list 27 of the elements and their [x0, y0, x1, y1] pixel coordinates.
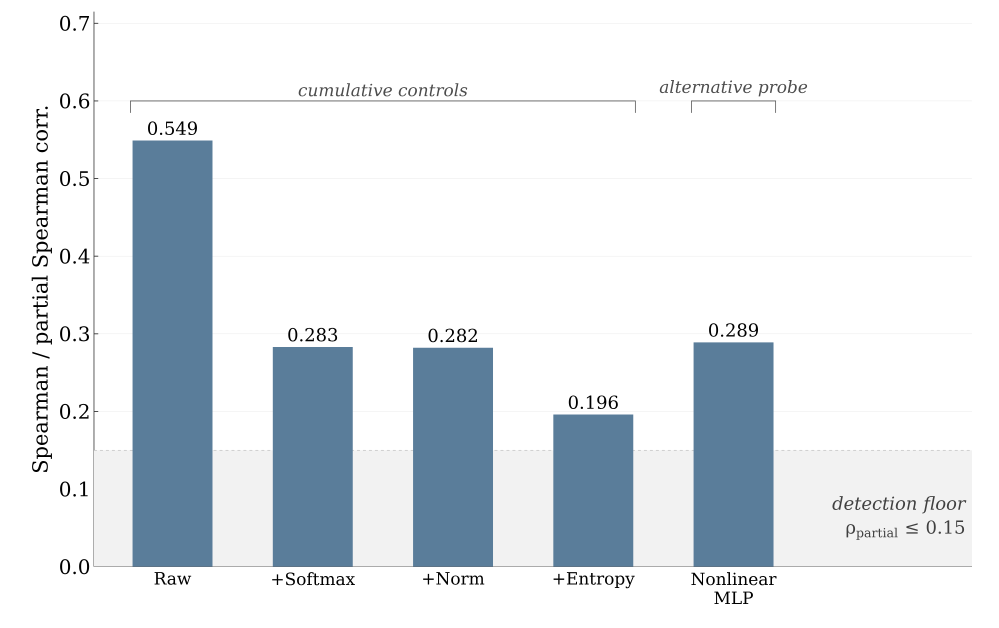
annotation: alternative probe: [660, 80, 808, 96]
data-label: 0.549: [148, 121, 197, 135]
y-axis-title: Spearman / partial Spearman corr.: [32, 106, 52, 472]
x-tick-label: +Entropy: [554, 572, 635, 588]
y-tick-label: 0.7: [60, 16, 90, 31]
annotation: cumulative controls: [298, 83, 468, 96]
data-label: 0.289: [709, 323, 758, 337]
x-tick-label: Raw: [154, 572, 192, 585]
band-label: detection floor ρ$_{partial}$ ≤ 0.15: [832, 496, 966, 540]
x-tick-label: +Softmax: [272, 572, 355, 586]
data-label: 0.196: [568, 395, 618, 409]
bar: [694, 342, 774, 567]
x-tick-label: +Norm: [423, 572, 484, 585]
bar: [272, 346, 353, 567]
y-tick-label: 0.5: [60, 171, 89, 186]
bar: [553, 414, 634, 567]
y-tick-label: 0.4: [60, 248, 90, 264]
bar: [132, 140, 212, 567]
y-tick-label: 0.1: [60, 482, 88, 497]
y-tick-label: 0.0: [60, 559, 90, 574]
data-label: 0.282: [428, 328, 477, 342]
data-label: 0.283: [288, 328, 338, 342]
x-tick-label: Nonlinear MLP: [691, 572, 776, 604]
y-tick-label: 0.3: [60, 326, 89, 342]
y-tick-label: 0.6: [60, 93, 90, 108]
bar: [413, 348, 494, 567]
y-tick-label: 0.2: [60, 404, 88, 419]
